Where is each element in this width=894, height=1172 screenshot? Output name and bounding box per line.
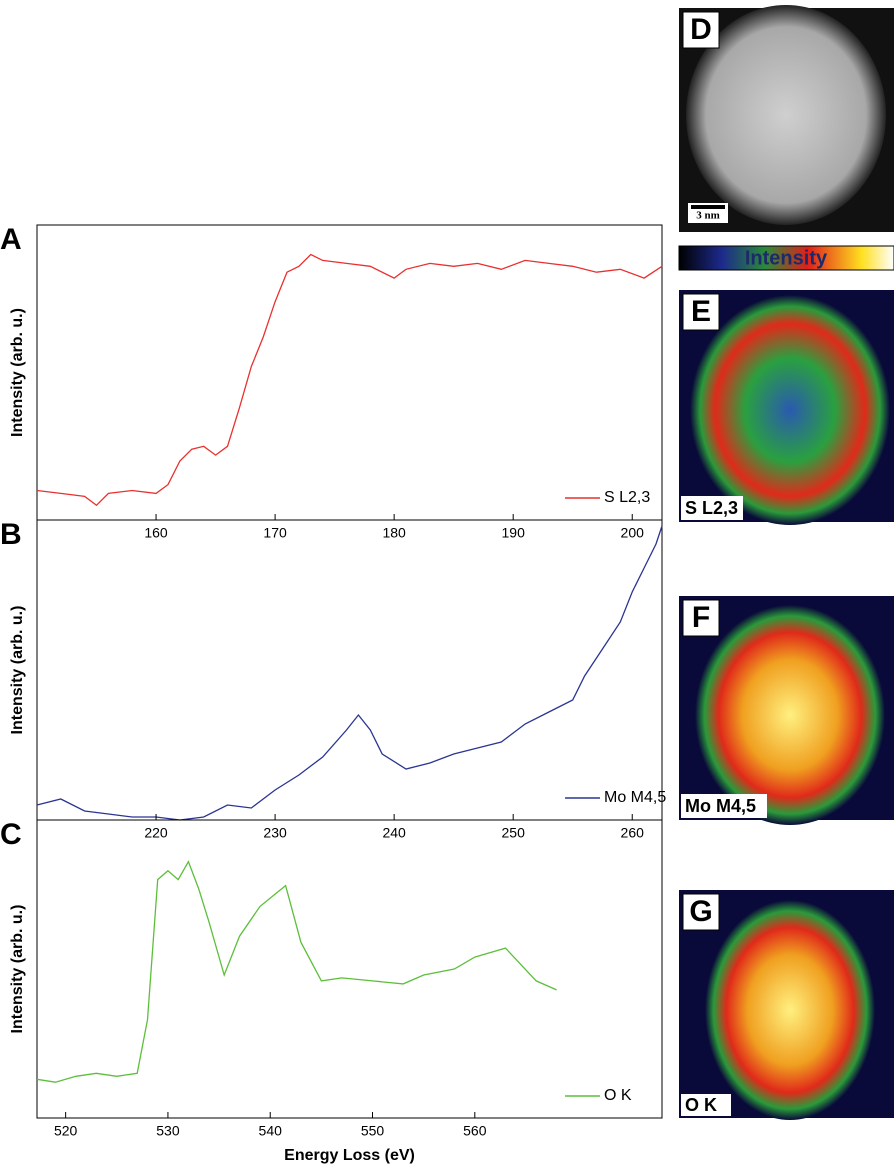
panel-label: C (0, 818, 22, 851)
map-label-box (681, 496, 743, 520)
panel-label: G (689, 895, 712, 928)
map-label-box (681, 794, 767, 818)
x-tick-label: 250 (502, 825, 526, 841)
panel-label: B (0, 518, 22, 551)
spectrum-line (36, 253, 663, 507)
panel-label: E (691, 295, 711, 328)
x-tick-label: 530 (156, 1123, 180, 1139)
map-label: Mo M4,5 (685, 796, 756, 816)
legend-label: S L2,3 (604, 489, 650, 506)
legend-label: O K (604, 1087, 632, 1104)
map-label-box (681, 1094, 731, 1116)
y-axis-label: Intensity (arb. u.) (9, 308, 26, 437)
x-tick-label: 240 (382, 825, 406, 841)
particle (695, 605, 885, 825)
particle (705, 900, 875, 1120)
panel-label: A (0, 223, 22, 256)
panel-label: F (692, 601, 710, 634)
x-tick-label: 190 (502, 525, 526, 541)
x-tick-label: 180 (382, 525, 406, 541)
spectrum-line (36, 860, 557, 1083)
plot-frame (36, 519, 663, 821)
y-axis-label: Intensity (arb. u.) (9, 905, 26, 1034)
panel-label: D (690, 13, 712, 46)
x-tick-label: 230 (263, 825, 287, 841)
x-tick-label: 260 (621, 825, 645, 841)
colorbar (678, 245, 894, 271)
x-tick-label: 170 (263, 525, 287, 541)
particle (690, 295, 890, 525)
plot-frame (36, 819, 663, 1119)
y-axis-label: Intensity (arb. u.) (9, 606, 26, 735)
legend-label: Mo M4,5 (604, 789, 666, 806)
panel-label-box (682, 599, 720, 637)
x-axis-label: Energy Loss (eV) (284, 1147, 415, 1164)
map-label: O K (685, 1095, 717, 1115)
scale-bar (691, 205, 725, 209)
map-label: S L2,3 (685, 498, 738, 518)
panel-label-box (682, 293, 720, 331)
x-tick-label: 560 (463, 1123, 487, 1139)
x-tick-label: 220 (144, 825, 168, 841)
x-tick-label: 200 (621, 525, 645, 541)
panel-label-box (682, 11, 720, 49)
spectrum-line (36, 525, 663, 821)
particle (686, 5, 886, 225)
x-tick-label: 160 (144, 525, 168, 541)
x-tick-label: 550 (361, 1123, 385, 1139)
scale-bar-label: 3 nm (696, 210, 720, 222)
x-tick-label: 520 (54, 1123, 78, 1139)
colorbar-label: Intensity (745, 247, 828, 269)
plot-frame (36, 224, 663, 521)
x-tick-label: 540 (259, 1123, 283, 1139)
panel-label-box (682, 893, 720, 931)
image-panels: D E F G 3 nm Intensity S L2,3 Mo M4,5 O … (678, 5, 894, 1120)
